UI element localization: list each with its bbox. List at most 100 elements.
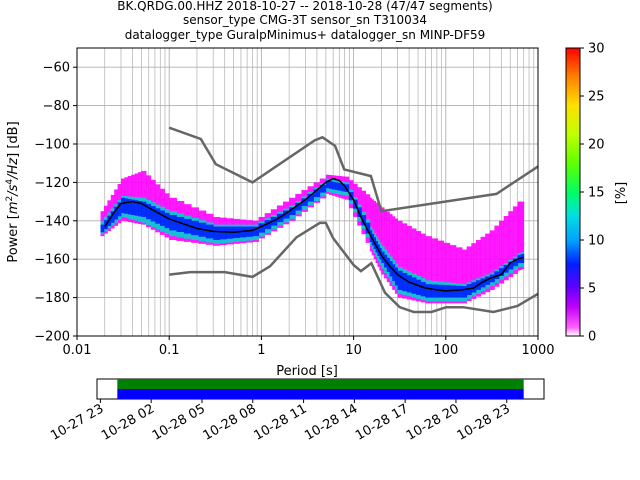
y-tick-label: −140	[34, 214, 70, 229]
noise-model-low	[169, 221, 538, 314]
colorbar-tick-label: 5	[588, 282, 596, 297]
density-cell-core	[301, 198, 308, 207]
density-cell-core	[100, 224, 105, 233]
density-cell-core	[289, 207, 296, 216]
density-cell-core	[344, 184, 350, 192]
density-cell-core	[389, 261, 393, 277]
density-cell-spread	[365, 194, 371, 243]
density-cell-spread	[449, 245, 457, 304]
timeline-tick-label: 10-28 23	[455, 401, 513, 443]
y-tick-label: −120	[34, 176, 70, 191]
timeline-bars	[117, 379, 524, 399]
x-axis-ticks: 0.01 0.1 1 10 100 1000	[63, 336, 555, 358]
density-cell-spread	[521, 201, 524, 270]
density-cell-core	[120, 197, 125, 214]
density-cell-spread	[379, 205, 382, 271]
density-cell-core	[522, 253, 525, 264]
density-cell-core	[449, 285, 457, 298]
timeline-tick-label: 10-28 11	[251, 401, 309, 443]
x-tick-label: 10	[345, 343, 362, 358]
density-cell-core	[485, 276, 491, 285]
density-cell-core	[117, 202, 122, 217]
density-cell-spread	[411, 228, 417, 301]
density-cell-core	[245, 226, 253, 237]
density-cell-core	[335, 182, 339, 191]
density-cell-core	[489, 274, 495, 283]
colorbar-tick-label: 0	[588, 330, 596, 345]
title-line-1: BK.QRDG.00.HHZ 2018-10-27 -- 2018-10-28 …	[117, 0, 492, 13]
psd-plot-area: 0.01 0.1 1 10 100 1000 −60 −80 −100 −120 −140 −160…	[34, 47, 555, 358]
density-cell-core	[114, 206, 118, 220]
density-cell-core	[252, 226, 259, 237]
density-cell-spread	[489, 230, 495, 290]
timeline-bar	[117, 389, 524, 399]
density-cell-spread	[471, 243, 477, 299]
density-cell-core	[365, 222, 371, 234]
density-cell-core	[392, 264, 396, 281]
density-cell-core	[341, 183, 346, 192]
noise-models	[168, 126, 538, 314]
density-cell-core	[110, 211, 115, 223]
density-cell-core	[328, 181, 333, 189]
density-cell-spread	[455, 247, 463, 304]
density-cell-core	[394, 267, 398, 286]
density-cell-spread	[475, 240, 481, 297]
colorbar-label: [%]	[614, 182, 629, 205]
density-cell-core	[431, 284, 438, 298]
density-cell-core	[416, 279, 422, 296]
density-cell-core	[420, 281, 426, 297]
colorbar-tick-label: 15	[588, 186, 605, 201]
density-cell-spread	[503, 216, 509, 281]
density-cell-core	[332, 181, 336, 190]
density-cell-core	[155, 208, 161, 224]
density-cell-core	[141, 201, 147, 217]
density-cell-spread	[485, 233, 491, 293]
density-cell-core	[338, 183, 342, 191]
timeline-tick-label: 10-28 02	[99, 401, 157, 443]
density-cell-spread	[425, 236, 432, 304]
density-cell-spread	[402, 223, 408, 299]
density-cell-core	[466, 284, 472, 296]
timeline-bar	[117, 379, 524, 389]
density-bands	[100, 170, 525, 304]
colorbar: 0 5 10 15 20 25 30 [%]	[565, 42, 629, 345]
density-cell-spread	[522, 201, 525, 270]
density-cell-spread	[373, 200, 376, 260]
x-tick-label: 0.01	[63, 343, 92, 358]
density-cell-core	[176, 216, 185, 232]
density-cell-core	[494, 271, 500, 280]
density-cell-core	[521, 254, 524, 264]
density-cell-core	[127, 199, 132, 215]
y-axis-label: Power [m2/s4/Hz] [dB]	[5, 121, 21, 262]
density-cell-core	[402, 272, 408, 292]
density-cell-spread	[494, 225, 500, 287]
density-cell-core	[319, 184, 327, 193]
y-tick-label: −60	[43, 61, 70, 76]
colorbar-tick-label: 10	[588, 234, 605, 249]
density-cell-core	[462, 286, 468, 298]
density-cell-spread	[443, 242, 451, 304]
median-curve	[104, 177, 524, 292]
timeline-tick-label: 10-28 08	[201, 401, 259, 443]
y-tick-label: −200	[34, 330, 70, 345]
density-cell-spread	[406, 225, 412, 300]
density-cell-spread	[369, 197, 373, 252]
density-cell-core	[512, 258, 518, 267]
density-cell-spread	[431, 238, 438, 304]
median-curve-group	[104, 177, 524, 292]
density-cell-core	[325, 180, 330, 189]
density-cell-spread	[394, 218, 398, 294]
timeline-tick-label: 10-28 05	[150, 401, 208, 443]
density-cell-spread	[520, 201, 523, 270]
density-cell-spread	[512, 206, 518, 274]
density-cell-core	[508, 261, 514, 270]
density-cell-core	[455, 285, 463, 298]
y-tick-label: −180	[34, 291, 70, 306]
density-cell-core	[397, 270, 403, 290]
timeline-tick-label: 10-28 14	[302, 401, 360, 443]
density-cell-core	[124, 198, 129, 214]
density-cell-spread	[386, 211, 390, 283]
y-tick-label: −100	[34, 138, 70, 153]
density-cell-spread	[519, 201, 522, 271]
density-cell-core	[183, 218, 192, 234]
